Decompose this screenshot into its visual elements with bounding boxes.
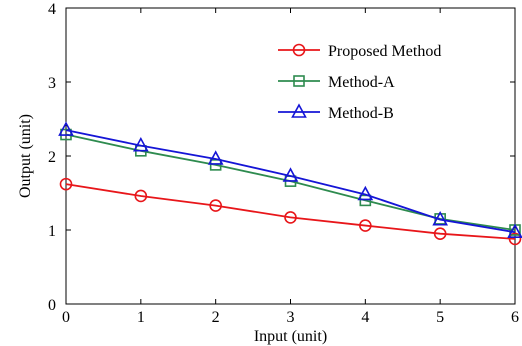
x-axis-title: Input (unit) [254, 328, 327, 345]
series-line-method-a [65, 133, 516, 231]
y-tick-label: 1 [48, 223, 56, 240]
data-point-proposed-method [359, 219, 372, 232]
data-point-method-b [58, 121, 74, 136]
legend: Proposed Method Method-A Method-B [278, 43, 441, 122]
plot-area: 0 1 2 3 4 5 6 0 1 2 3 4 [48, 1, 522, 326]
x-tick-label: 5 [436, 309, 444, 326]
series-line-method-b [65, 129, 516, 234]
axes-frame [65, 7, 516, 305]
y-tick-label: 0 [48, 297, 56, 314]
data-point-method-b [132, 136, 149, 152]
series-line-proposed-method [65, 183, 516, 240]
data-point-method-b [282, 167, 299, 182]
y-tick-label: 3 [48, 75, 56, 92]
x-tick-label: 4 [361, 309, 369, 326]
data-point-method-b [507, 223, 522, 239]
legend-label-proposed-method: Proposed Method [328, 43, 441, 60]
legend-marker-proposed-method [292, 43, 306, 57]
x-tick-label: 1 [137, 309, 145, 326]
data-point-proposed-method [209, 199, 222, 212]
legend-label-method-a: Method-A [328, 74, 395, 91]
data-point-proposed-method [508, 232, 522, 246]
x-tick-label: 0 [62, 309, 70, 326]
data-point-method-b [207, 150, 224, 165]
legend-marker-method-b [291, 103, 307, 118]
x-tick-label: 3 [287, 309, 295, 326]
y-tick-label: 4 [48, 1, 56, 18]
data-point-method-b [432, 210, 449, 226]
data-point-method-b [357, 185, 374, 201]
x-tick-label: 2 [212, 309, 220, 326]
y-axis-title: Output (unit) [17, 114, 34, 198]
data-point-proposed-method [134, 189, 148, 203]
legend-marker-method-a [293, 75, 305, 87]
data-point-proposed-method [284, 211, 297, 224]
y-tick-label: 2 [48, 149, 56, 166]
data-point-proposed-method [59, 177, 73, 191]
data-point-proposed-method [433, 227, 447, 240]
x-tick-label: 6 [511, 309, 519, 326]
legend-label-method-b: Method-B [328, 105, 394, 122]
